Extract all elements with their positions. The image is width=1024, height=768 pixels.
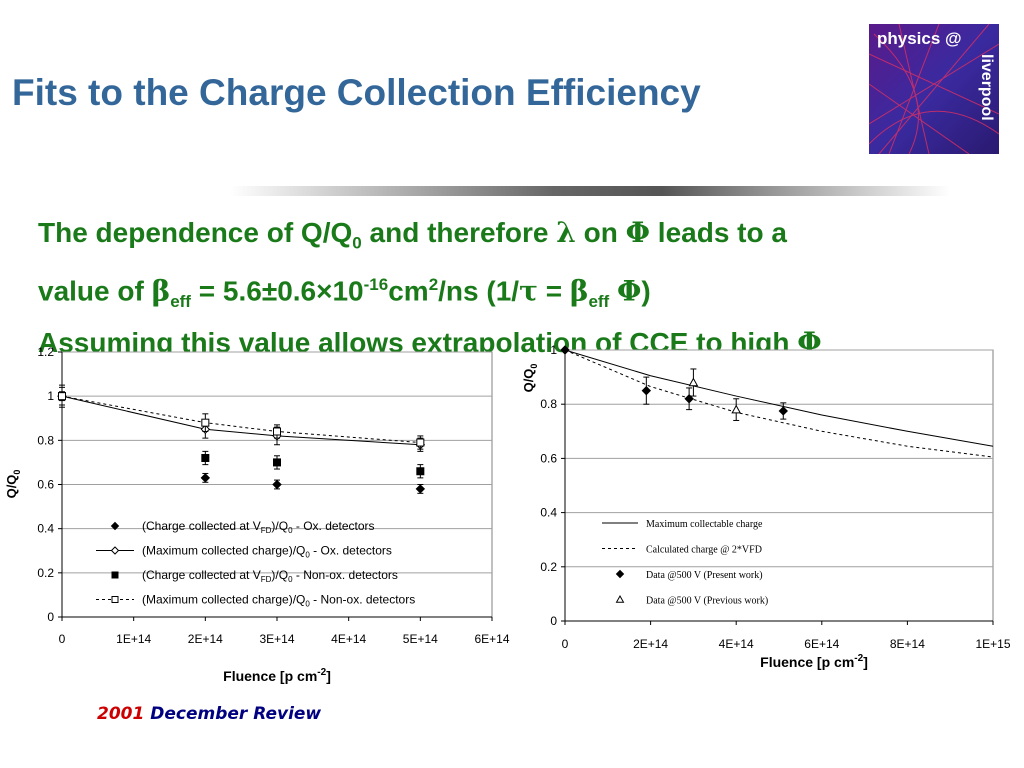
- footer: 2001 December Review: [97, 704, 321, 724]
- x-tick-label: 2E+14: [633, 637, 668, 651]
- x-tick-label: 1E+14: [116, 632, 151, 646]
- x-tick-label: 6E+14: [804, 637, 839, 651]
- data-point: [560, 345, 570, 355]
- legend-label: Data @500 V (Present work): [646, 570, 763, 581]
- slide-title: Fits to the Charge Collection Efficiency: [12, 72, 701, 113]
- series-line: [61, 395, 421, 444]
- x-tick-label: 4E+14: [331, 632, 366, 646]
- logo-text-side: liverpool: [978, 54, 995, 121]
- plot-area: [564, 349, 994, 622]
- y-tick-label: 1: [47, 389, 54, 403]
- y-tick-label: 0.2: [540, 560, 557, 574]
- series-line: [61, 395, 421, 446]
- y-axis-label: Q/Q0: [521, 364, 539, 393]
- x-axis-label: Fluence [p cm-2]: [223, 667, 331, 684]
- x-tick-label: 4E+14: [719, 637, 754, 651]
- x-tick-label: 5E+14: [403, 632, 438, 646]
- legend-label: (Maximum collected charge)/Q0 - Ox. dete…: [142, 544, 392, 560]
- y-tick-label: 0.8: [540, 397, 557, 411]
- y-tick-label: 0.4: [540, 506, 557, 520]
- data-point: [273, 427, 281, 436]
- footer-text: December Review: [150, 704, 322, 724]
- legend-label: (Charge collected at VFD)/Q0 - Ox. detec…: [142, 519, 375, 535]
- x-tick-label: 3E+14: [259, 632, 294, 646]
- data-point: [415, 484, 426, 494]
- data-point: [201, 418, 210, 427]
- physics-liverpool-logo: physics @ liverpool: [869, 24, 999, 154]
- data-point: [416, 467, 425, 476]
- legend-label: (Charge collected at VFD)/Q0 - Non-ox. d…: [142, 568, 398, 584]
- body-line-2: value of βeff = 5.6±0.6×10-16cm2/ns (1/τ…: [38, 273, 651, 311]
- data-point: [58, 392, 66, 401]
- y-axis-label: Q/Q0: [4, 470, 22, 499]
- data-point: [273, 458, 281, 467]
- data-point: [416, 438, 425, 447]
- y-tick-label: 1.2: [37, 345, 54, 359]
- legend-label: Data @500 V (Previous work): [646, 596, 768, 607]
- x-tick-label: 1E+15: [975, 637, 1010, 651]
- data-point: [272, 479, 282, 490]
- data-point: [688, 377, 699, 387]
- series-line: [564, 349, 994, 447]
- footer-year: 2001: [97, 704, 145, 724]
- legend-marker: [110, 546, 120, 555]
- y-tick-label: 1: [550, 343, 557, 357]
- legend-label: Calculated charge @ 2*VFD: [646, 545, 762, 556]
- title-divider: [230, 186, 950, 196]
- x-tick-label: 6E+14: [474, 632, 509, 646]
- y-tick-label: 0: [47, 610, 54, 624]
- series-4: [58, 386, 425, 450]
- x-axis-label: Fluence [p cm-2]: [760, 653, 868, 670]
- x-tick-label: 0: [59, 632, 66, 646]
- data-point: [778, 406, 788, 416]
- y-tick-label: 0.6: [540, 451, 557, 465]
- legend-marker: [110, 521, 120, 531]
- legend-marker: [615, 569, 625, 579]
- legend: (Charge collected at VFD)/Q0 - Ox. detec…: [96, 519, 415, 609]
- data-point: [684, 394, 694, 404]
- data-point: [200, 473, 211, 483]
- data-point: [731, 404, 742, 414]
- y-tick-label: 0.8: [37, 433, 54, 447]
- y-tick-label: 0.2: [37, 566, 54, 580]
- legend: Maximum collectable charge Calculated cha…: [602, 519, 768, 607]
- legend-marker: [111, 596, 119, 603]
- y-tick-label: 0.6: [37, 478, 54, 492]
- series-1: [564, 349, 994, 447]
- legend-marker: [111, 571, 119, 579]
- data-point: [641, 385, 652, 396]
- legend-label: (Maximum collected charge)/Q0 - Non-ox. …: [142, 593, 415, 609]
- data-point: [201, 454, 210, 462]
- x-tick-label: 0: [562, 637, 569, 651]
- y-tick-label: 0.4: [37, 522, 54, 536]
- body-line-1: The dependence of Q/Q0 and therefore λ o…: [38, 216, 787, 253]
- y-tick-label: 0: [550, 614, 557, 628]
- x-tick-label: 8E+14: [890, 637, 925, 651]
- series-4: [688, 368, 742, 421]
- legend-label: Maximum collectable charge: [646, 519, 763, 530]
- logo-text-top: physics @: [877, 29, 962, 48]
- x-tick-label: 2E+14: [188, 632, 223, 646]
- legend-marker: [615, 594, 625, 603]
- series-3: [560, 345, 788, 420]
